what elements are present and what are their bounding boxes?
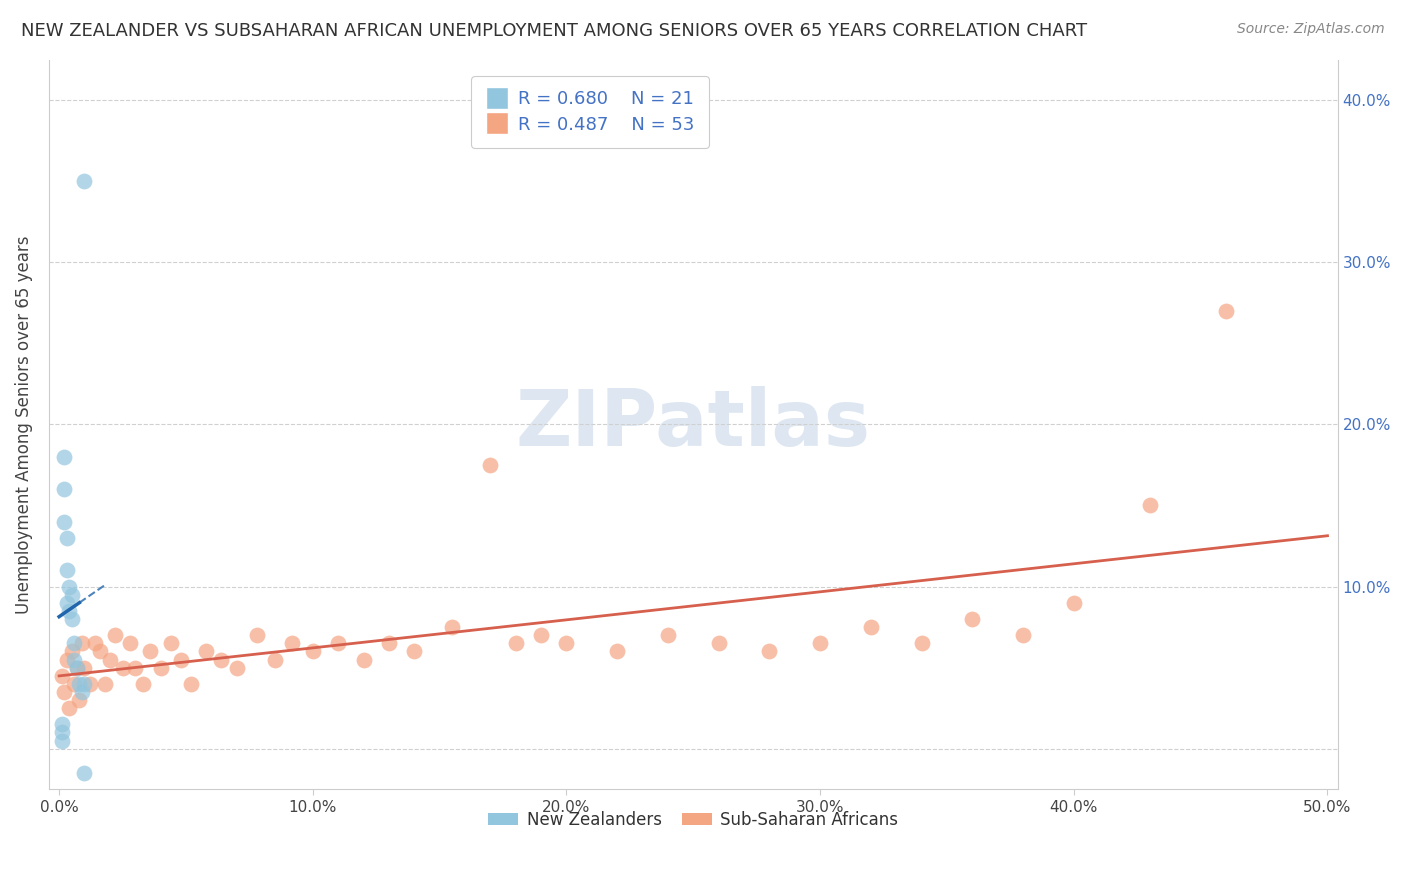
Point [55,652,77,666]
Point [225,660,247,674]
Point [606,644,628,658]
Point [962,612,984,626]
Point [53,483,76,497]
Point [51,725,73,739]
Point [98,652,121,666]
Point [139,644,162,658]
Point [73,660,96,674]
Point [170,652,193,666]
Point [79,677,101,691]
Point [70,636,93,650]
Point [1139,499,1161,513]
Point [67,677,90,691]
Point [73,677,96,691]
Point [378,636,401,650]
Point [63,652,86,666]
Point [120,636,142,650]
Point [73,766,96,780]
Point [60,588,83,602]
Text: Source: ZipAtlas.com: Source: ZipAtlas.com [1237,22,1385,37]
Point [246,628,269,642]
Point [1012,628,1035,642]
Point [1215,304,1237,318]
Point [60,644,83,658]
Point [530,628,553,642]
Point [132,677,155,691]
Point [1063,596,1085,610]
Point [328,636,350,650]
Point [66,660,89,674]
Point [301,644,323,658]
Point [58,604,80,618]
Point [73,174,96,188]
Point [149,660,172,674]
Point [124,660,146,674]
Point [66,660,89,674]
Point [808,636,831,650]
Point [111,660,134,674]
Point [180,677,202,691]
Point [94,677,117,691]
Point [55,596,77,610]
Point [89,644,111,658]
Point [479,458,502,472]
Point [67,693,90,707]
Point [195,644,218,658]
Point [159,636,181,650]
Point [505,636,527,650]
Point [63,677,86,691]
Point [51,717,73,731]
Point [53,515,76,529]
Point [104,628,127,642]
Point [441,620,464,634]
Point [55,563,77,577]
Point [63,636,86,650]
Point [404,644,426,658]
Point [51,669,73,683]
Point [58,580,80,594]
Text: ZIPatlas: ZIPatlas [516,386,870,462]
Point [657,628,679,642]
Point [211,652,233,666]
Point [53,450,76,464]
Point [707,636,730,650]
Point [758,644,780,658]
Point [263,652,285,666]
Y-axis label: Unemployment Among Seniors over 65 years: Unemployment Among Seniors over 65 years [15,235,32,614]
Point [555,636,578,650]
Point [70,685,93,699]
Point [58,701,80,715]
Point [859,620,882,634]
Point [53,685,76,699]
Legend: New Zealanders, Sub-Saharan Africans: New Zealanders, Sub-Saharan Africans [482,805,905,836]
Text: NEW ZEALANDER VS SUBSAHARAN AFRICAN UNEMPLOYMENT AMONG SENIORS OVER 65 YEARS COR: NEW ZEALANDER VS SUBSAHARAN AFRICAN UNEM… [21,22,1087,40]
Point [55,531,77,545]
Point [51,733,73,747]
Point [353,652,375,666]
Point [910,636,932,650]
Point [281,636,304,650]
Point [83,636,105,650]
Point [60,612,83,626]
